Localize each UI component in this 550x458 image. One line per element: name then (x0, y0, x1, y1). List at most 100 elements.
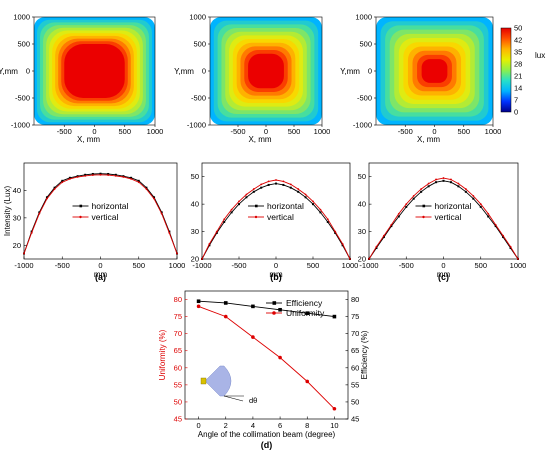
x-tick-label: 0 (98, 261, 102, 270)
y-tick-label: 30 (13, 213, 21, 222)
x-tick-label: 2 (224, 421, 228, 430)
heatmap-contour-band (421, 59, 448, 83)
data-point (223, 220, 226, 223)
data-point (275, 182, 277, 185)
data-point (304, 196, 307, 199)
data-point (130, 176, 133, 179)
data-point (153, 196, 156, 199)
series-line-Efficiency (198, 300, 335, 318)
data-point (196, 304, 201, 309)
data-point (297, 190, 300, 193)
colorbar-tick-label: 0 (514, 108, 518, 117)
legend-label: vertical (435, 212, 462, 222)
data-point (326, 220, 329, 223)
plot-frame (23, 162, 178, 260)
legend-marker (79, 215, 82, 219)
legend-marker (79, 204, 83, 208)
data-point (479, 203, 482, 206)
data-point (464, 188, 467, 190)
y-tick-label: 45 (174, 415, 182, 424)
x-tick-label: 500 (288, 127, 301, 136)
data-point (368, 258, 370, 260)
data-point (251, 335, 255, 339)
y-axis-label: Y,mm (340, 67, 360, 76)
colorbar-tick-label: 42 (514, 36, 522, 45)
data-point (223, 301, 228, 305)
data-point (196, 299, 201, 304)
heatmap-panel: -500 0 500 1000 1000 500 0 -500 -1000 X, mm Y,mm (340, 13, 501, 145)
data-point (215, 230, 218, 233)
y-tick-label: 55 (174, 380, 182, 389)
y2-tick-label: 75 (351, 312, 359, 321)
legend-label: Efficiency (286, 298, 323, 308)
data-point (107, 172, 110, 175)
data-point (230, 208, 233, 211)
data-point (137, 181, 140, 184)
y-tick-label: 1000 (13, 13, 30, 22)
data-point (278, 307, 282, 312)
panel-label: (a) (95, 272, 106, 282)
x-tick-label: 500 (307, 261, 320, 270)
x-tick-label: 500 (457, 127, 470, 136)
data-point (145, 188, 148, 190)
data-point (252, 190, 255, 193)
data-point (449, 181, 452, 184)
x-axis-label: X, mm (417, 135, 440, 144)
colorbar-tick-label: 28 (514, 60, 522, 69)
data-point (238, 203, 240, 206)
data-point (30, 232, 33, 234)
data-point (304, 193, 307, 196)
data-point (84, 173, 87, 176)
data-point (502, 236, 505, 239)
colorbar-unit-label: lux (535, 51, 545, 60)
data-point (245, 193, 248, 196)
panel-label: (c) (438, 272, 449, 282)
legend-marker (272, 311, 276, 315)
y-tick-label: -500 (15, 94, 30, 103)
data-point (472, 197, 475, 200)
y-tick-label: 40 (358, 200, 366, 209)
data-point (76, 176, 79, 178)
x-tick-label: 0 (264, 127, 268, 136)
data-point (215, 231, 218, 234)
data-point (68, 176, 71, 179)
data-point (282, 183, 285, 186)
data-point (450, 178, 452, 181)
data-point (223, 218, 226, 221)
data-point (168, 230, 171, 233)
x-tick-label: -1000 (14, 261, 33, 270)
x-axis-label: X, mm (77, 135, 100, 144)
x-axis-label: mm (94, 270, 108, 279)
data-point (23, 252, 25, 255)
data-point (457, 182, 460, 185)
data-point (289, 186, 292, 189)
y-tick-label: -500 (191, 94, 206, 103)
legend-marker (422, 215, 425, 219)
data-point (405, 203, 408, 206)
legend-label: vertical (92, 212, 119, 222)
y-tick-label: 75 (174, 312, 182, 321)
y2-tick-label: 80 (351, 295, 359, 304)
data-point (267, 183, 270, 186)
x-tick-label: -500 (399, 261, 414, 270)
x-tick-label: -500 (57, 127, 72, 136)
y-tick-label: 30 (191, 227, 199, 236)
x-tick-label: 1000 (510, 261, 527, 270)
colorbar (500, 27, 512, 113)
data-point (319, 208, 322, 211)
plot-frame (368, 162, 519, 260)
data-point (412, 197, 415, 200)
data-point (61, 179, 64, 182)
x-tick-label: 500 (118, 127, 131, 136)
data-point (390, 225, 393, 228)
y-tick-label: 0 (202, 67, 206, 76)
x-tick-label: 1000 (169, 261, 186, 270)
beam-angle-line (223, 395, 244, 402)
x-tick-label: 1000 (342, 261, 359, 270)
data-point (91, 172, 94, 175)
y2-tick-label: 45 (351, 415, 359, 424)
data-point (282, 180, 285, 183)
data-point (260, 183, 263, 186)
line-plot-panel: -1000 -500 0 500 1000 20 30 40 50 horizontalverti… (358, 162, 527, 282)
data-point (464, 190, 467, 193)
